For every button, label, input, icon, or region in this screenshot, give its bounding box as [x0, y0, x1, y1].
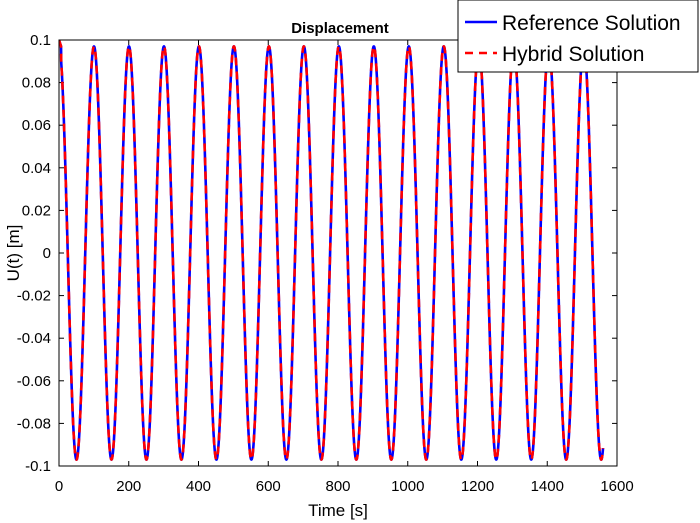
y-tick-label: 0.04 [22, 160, 51, 177]
x-tick-label: 200 [116, 478, 141, 495]
y-axis-ticks: -0.1 -0.08 -0.06 -0.04 -0.02 0 0.02 0.04 0.06 0.0… [17, 32, 617, 475]
y-tick-label: 0.1 [30, 32, 51, 49]
y-tick-label: -0.04 [17, 330, 51, 347]
y-tick-label: -0.08 [17, 415, 51, 432]
x-tick-label: 1200 [461, 478, 494, 495]
legend-label-reference: Reference Solution [502, 12, 681, 35]
x-tick-label: 600 [256, 478, 281, 495]
y-tick-label: -0.06 [17, 373, 51, 390]
y-tick-label: 0.06 [22, 117, 51, 134]
x-axis-label: Time [s] [308, 501, 368, 520]
plot-frame [58, 39, 618, 467]
series-line-hybrid [59, 40, 605, 461]
x-tick-label: 400 [186, 478, 211, 495]
y-tick-label: -0.1 [25, 458, 51, 475]
x-axis-ticks: 0 200 400 600 800 1000 1200 1400 1600 [55, 40, 634, 495]
chart-title: Displacement [291, 20, 389, 37]
y-tick-label: 0.08 [22, 75, 51, 92]
legend-label-hybrid: Hybrid Solution [502, 43, 644, 66]
x-tick-label: 1000 [391, 478, 424, 495]
y-axis-label: U(t) [m] [4, 225, 23, 282]
x-tick-label: 800 [325, 478, 350, 495]
y-tick-label: 0.02 [22, 202, 51, 219]
x-tick-label: 0 [55, 478, 63, 495]
x-tick-label: 1600 [600, 478, 633, 495]
x-tick-label: 1400 [531, 478, 564, 495]
legend: Reference Solution Hybrid Solution [457, 0, 699, 73]
y-tick-label: -0.02 [17, 288, 51, 305]
y-tick-label: 0 [43, 245, 51, 262]
legend-box [457, 0, 699, 73]
